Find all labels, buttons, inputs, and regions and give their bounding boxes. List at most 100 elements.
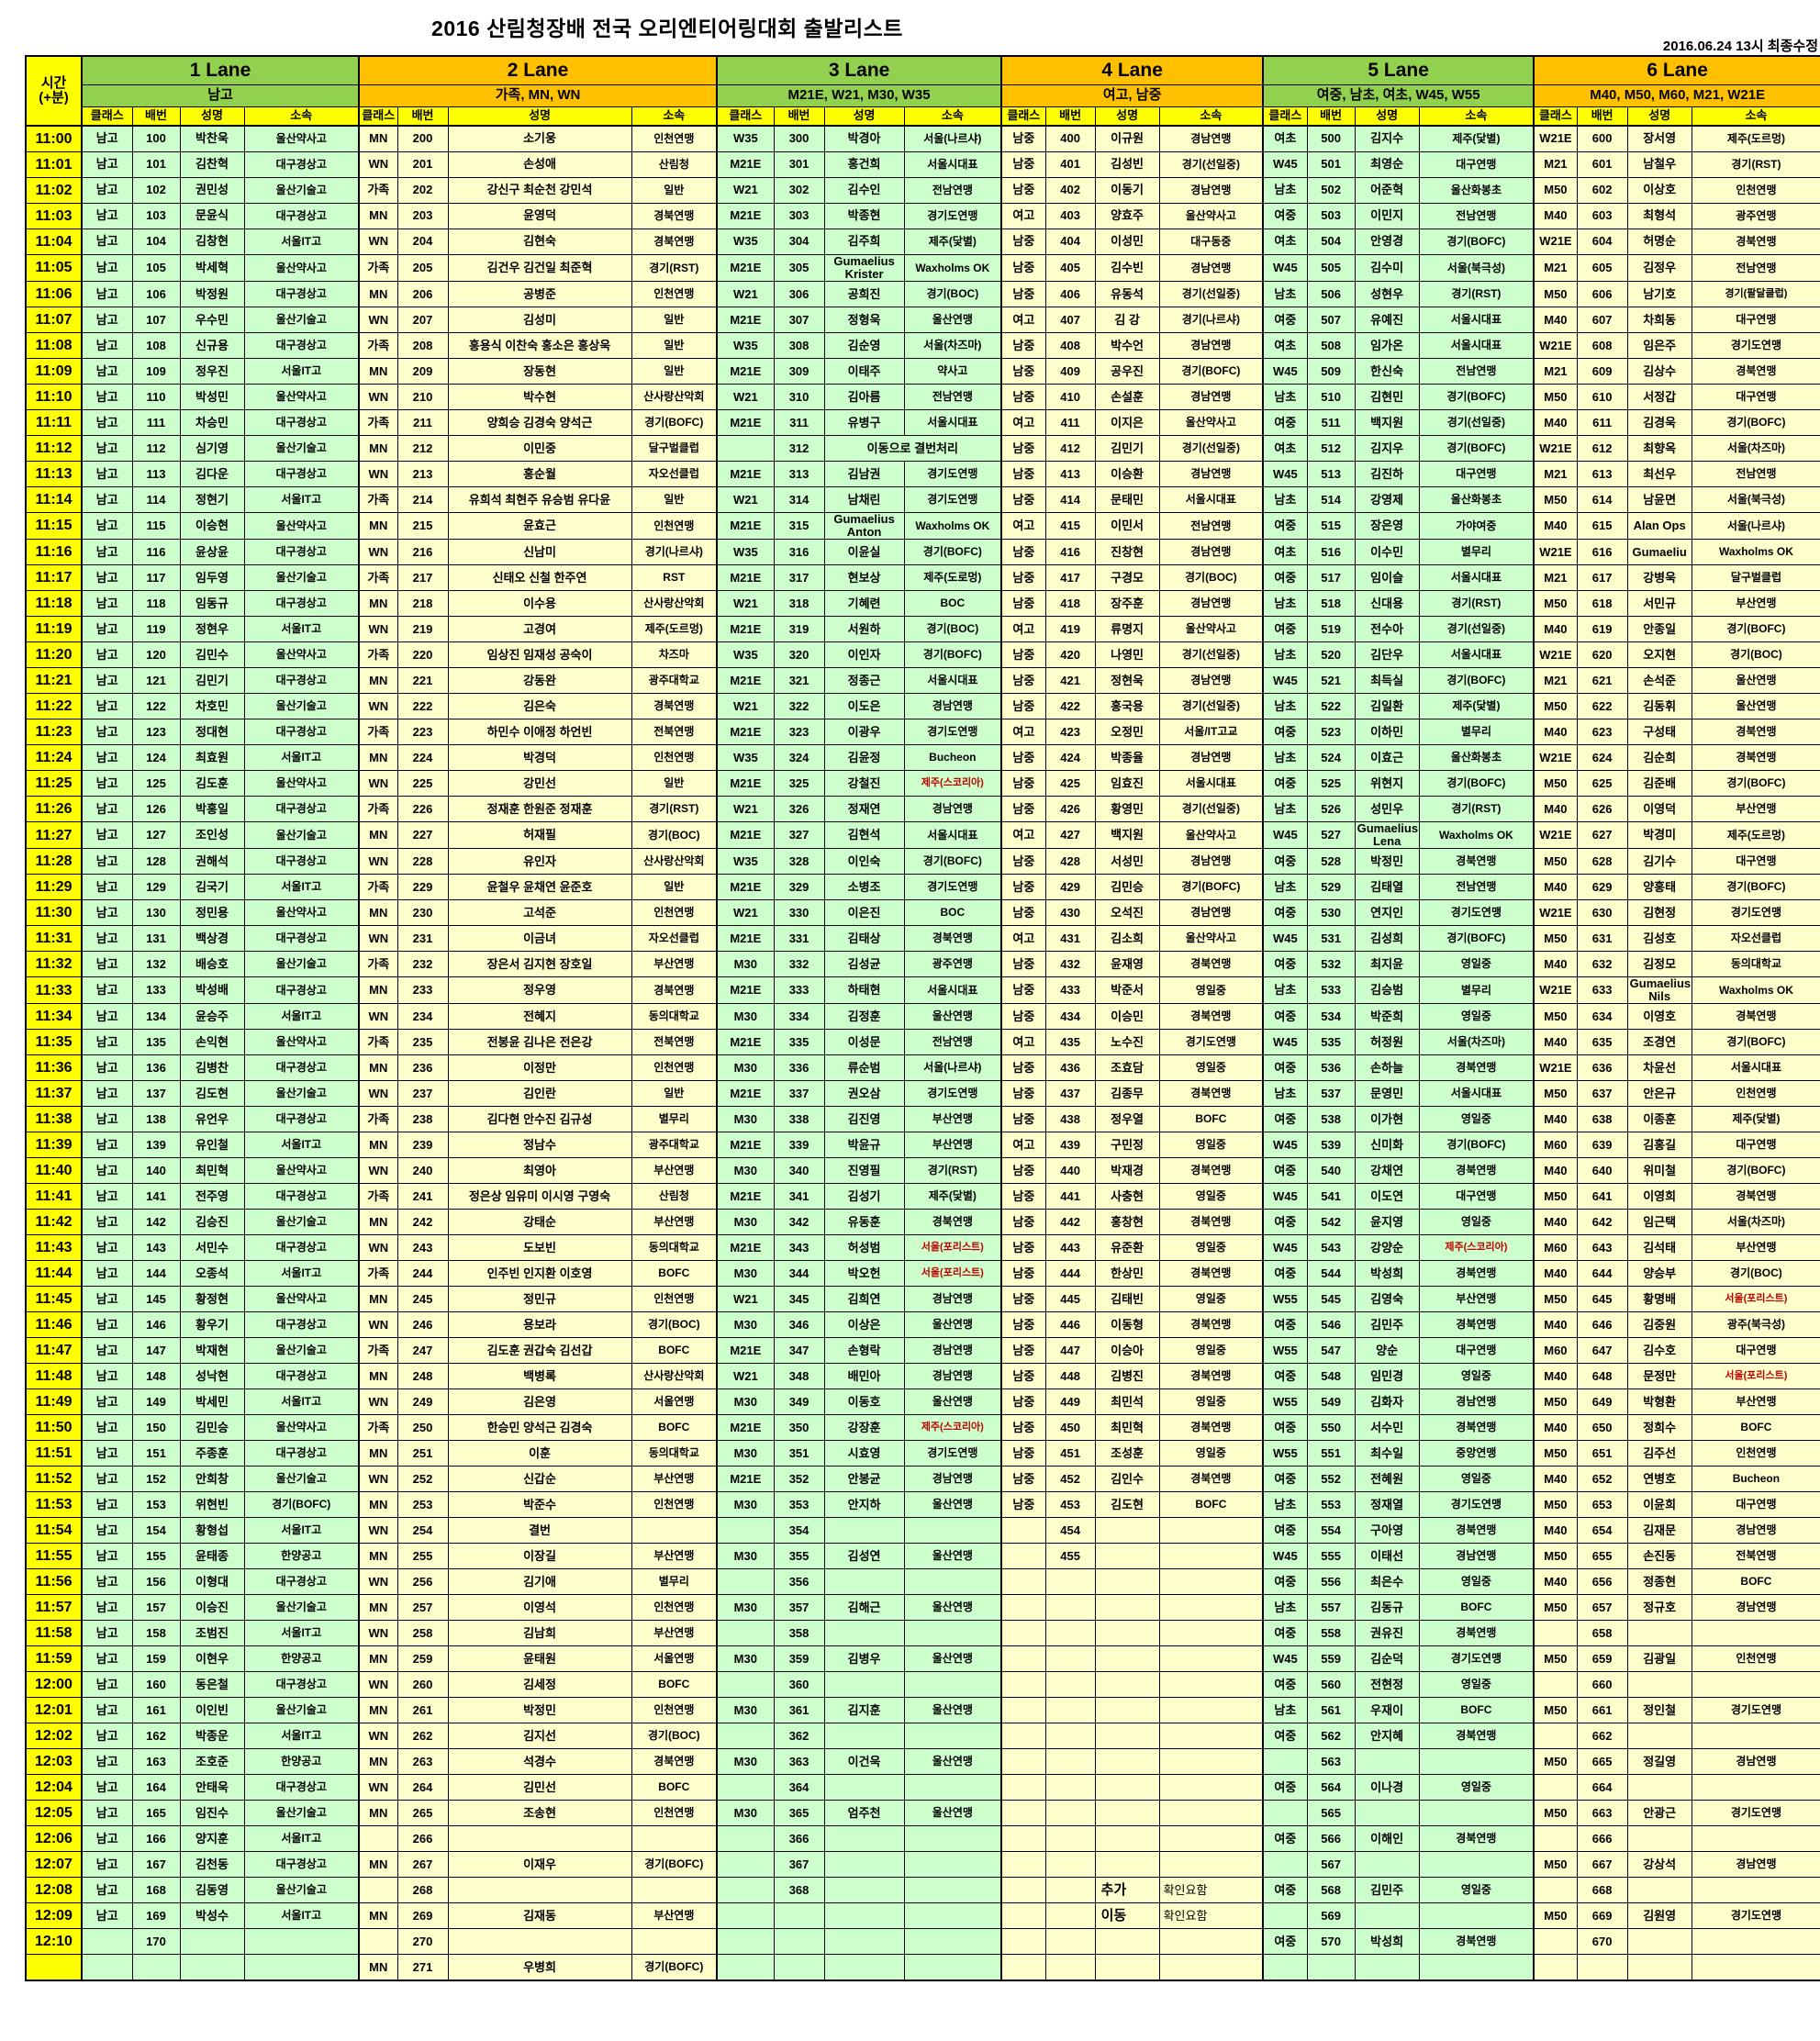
class-cell: 남고 xyxy=(81,1466,133,1493)
affil-cell: 경북연맹 xyxy=(1418,848,1535,876)
affil-cell: 일반 xyxy=(631,874,718,901)
bib-cell: 251 xyxy=(396,1440,449,1467)
class-cell: 가족 xyxy=(358,1029,398,1056)
name-cell: 정재연 xyxy=(823,796,905,823)
bib-cell: 165 xyxy=(131,1800,181,1827)
name-cell: 김화자 xyxy=(1354,1389,1420,1416)
bib-cell: 120 xyxy=(131,641,181,669)
bib-cell: 324 xyxy=(773,744,825,772)
bib-cell: 453 xyxy=(1044,1491,1096,1519)
affil-cell: BOFC xyxy=(1418,1697,1535,1724)
bib-cell: 111 xyxy=(131,409,181,437)
affil-cell: 울산연맹 xyxy=(1691,667,1820,695)
name-cell: 김재문 xyxy=(1626,1517,1692,1545)
name-cell: 박정민 xyxy=(447,1697,632,1724)
bib-cell: 448 xyxy=(1044,1363,1096,1390)
bib-cell: 607 xyxy=(1576,307,1628,334)
bib-cell: 266 xyxy=(396,1825,449,1853)
name-cell: 이동으로 결번처리 xyxy=(823,435,1002,463)
time-cell: 12:05 xyxy=(25,1800,83,1827)
class-cell: M30 xyxy=(716,1491,775,1519)
name-cell: 공우진 xyxy=(1094,358,1160,385)
name-cell: 장은서 김지현 장호일 xyxy=(447,951,632,978)
bib-cell: 224 xyxy=(396,744,449,772)
bib-cell: 440 xyxy=(1044,1157,1096,1185)
affil-cell: 울산약사고 xyxy=(1158,616,1264,643)
name-cell xyxy=(823,1671,905,1699)
affil-cell: 부산연맹 xyxy=(1418,1286,1535,1313)
class-cell: MN xyxy=(358,1440,398,1467)
affil-cell: 대구경상고 xyxy=(243,1363,360,1390)
name-cell: 김태열 xyxy=(1354,874,1420,901)
name-cell: 최선우 xyxy=(1626,461,1692,488)
class-cell: MN xyxy=(358,667,398,695)
class-cell: WN xyxy=(358,1157,398,1185)
class-cell: MN xyxy=(358,1954,398,1981)
class-cell: M30 xyxy=(716,1260,775,1288)
name-cell: 김도현 xyxy=(179,1080,245,1108)
bib-cell: 243 xyxy=(396,1234,449,1262)
class-cell: 남초 xyxy=(1262,590,1308,618)
class-cell: 남중 xyxy=(1000,486,1046,514)
bib-cell: 421 xyxy=(1044,667,1096,695)
affil-cell: BOFC xyxy=(631,1671,718,1699)
bib-cell: 227 xyxy=(396,821,449,850)
name-cell: 엄주천 xyxy=(823,1800,905,1827)
name-cell: 윤철우 윤채연 윤준호 xyxy=(447,874,632,901)
bib-cell: 600 xyxy=(1576,125,1628,152)
bib-cell: 316 xyxy=(773,539,825,566)
column-header-class: 클래스 xyxy=(716,106,775,127)
class-cell: 남초 xyxy=(1262,177,1308,204)
name-cell: 문윤식 xyxy=(179,203,245,229)
name-cell: 김도현 xyxy=(1094,1491,1160,1519)
class-cell: 남고 xyxy=(81,874,133,901)
class-cell: 남초 xyxy=(1262,1080,1308,1108)
affil-cell: 대구경상고 xyxy=(243,409,360,437)
class-cell: 여고 xyxy=(1000,821,1046,850)
class-cell: 남중 xyxy=(1000,332,1046,360)
affil-cell: 서울(차즈마) xyxy=(1418,1029,1535,1056)
table-row: 11:10 남고 110 박성민 울산약사고 WN 210 박수현 산사랑산악회 W21 310 김아… xyxy=(25,384,1820,411)
bib-cell: 412 xyxy=(1044,435,1096,463)
class-cell: M50 xyxy=(1533,1440,1578,1467)
affil-cell: 동의대학교 xyxy=(631,1234,718,1262)
class-cell: M21E xyxy=(716,874,775,901)
affil-cell: 서울(북극성) xyxy=(1418,253,1535,283)
name-cell: 소병조 xyxy=(823,874,905,901)
name-cell: 박윤규 xyxy=(823,1132,905,1159)
bib-cell: 345 xyxy=(773,1286,825,1313)
class-cell: 남고 xyxy=(81,512,133,541)
name-cell: 강장훈 xyxy=(823,1414,905,1442)
name-cell: 김찬혁 xyxy=(179,151,245,178)
name-cell: 권민성 xyxy=(179,177,245,204)
bib-cell: 332 xyxy=(773,951,825,978)
name-cell: 최수일 xyxy=(1354,1440,1420,1467)
affil-cell: 별무리 xyxy=(631,1568,718,1596)
bib-cell: 213 xyxy=(396,461,449,488)
class-cell xyxy=(716,435,775,463)
bib-cell: 104 xyxy=(131,229,181,255)
table-row: 12:10 170 270 여중 570 박성희 경북연맹 670 xyxy=(25,1928,1820,1956)
bib-cell: 670 xyxy=(1576,1928,1628,1956)
affil-cell: 울산약사고 xyxy=(243,253,360,283)
bib-cell: 636 xyxy=(1576,1054,1628,1082)
name-cell: 김현숙 xyxy=(447,229,632,255)
time-cell: 11:35 xyxy=(25,1029,83,1056)
name-cell: 이도은 xyxy=(823,693,905,720)
affil-cell: 부산연맹 xyxy=(631,1466,718,1493)
affil-cell: 경기(BOC) xyxy=(631,821,718,850)
class-cell: 여초 xyxy=(1262,539,1308,566)
bib-cell: 430 xyxy=(1044,899,1096,927)
name-cell xyxy=(1094,1543,1160,1570)
affil-cell: 경기(BOFC) xyxy=(1418,384,1535,411)
class-cell: 남고 xyxy=(81,281,133,308)
name-cell: 김재동 xyxy=(447,1902,632,1930)
name-cell: 유예진 xyxy=(1354,307,1420,334)
bib-cell: 655 xyxy=(1576,1543,1628,1570)
name-cell: 황명배 xyxy=(1626,1286,1692,1313)
time-cell: 11:05 xyxy=(25,253,83,283)
name-cell: 박수언 xyxy=(1094,332,1160,360)
name-cell: 정종근 xyxy=(823,667,905,695)
bib-cell: 563 xyxy=(1306,1748,1356,1776)
affil-cell: 영일중 xyxy=(1418,1363,1535,1390)
